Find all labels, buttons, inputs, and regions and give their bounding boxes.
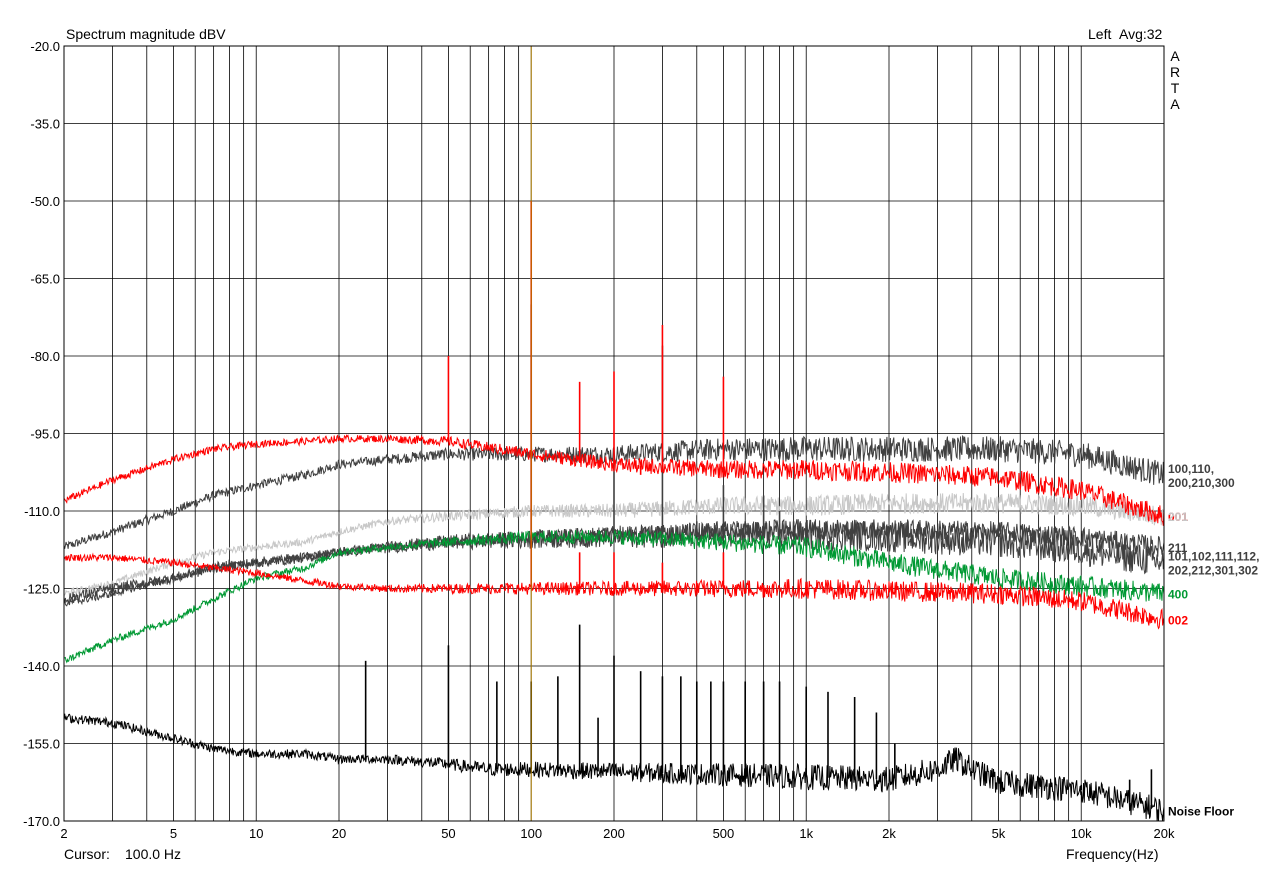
y-tick-label: -140.0 bbox=[23, 659, 60, 674]
x-tick-label: 2k bbox=[882, 826, 896, 841]
series-label: 002 bbox=[1168, 614, 1188, 628]
x-tick-label: 5k bbox=[992, 826, 1006, 841]
series-label: 201 bbox=[1168, 510, 1188, 524]
brand-letter-a2: A bbox=[1170, 96, 1180, 112]
series-line bbox=[63, 434, 1165, 526]
x-axis-ticks: 2 5 10 20 50 100 200 500 1k 2k 5k 10k 20k bbox=[60, 826, 1175, 841]
series-line bbox=[63, 529, 1165, 664]
cursor-value: 100.0 Hz bbox=[125, 846, 182, 862]
series-5 bbox=[63, 529, 1165, 664]
y-tick-label: -35.0 bbox=[30, 117, 60, 132]
x-tick-label: 10k bbox=[1071, 826, 1092, 841]
y-tick-label: -125.0 bbox=[23, 582, 60, 597]
y-tick-label: -50.0 bbox=[30, 194, 60, 209]
y-tick-label: -95.0 bbox=[30, 427, 60, 442]
x-tick-label: 50 bbox=[441, 826, 455, 841]
chart-title: Spectrum magnitude dBV bbox=[66, 26, 226, 42]
brand-letter-a1: A bbox=[1170, 48, 1180, 64]
series-label: 211 bbox=[1168, 541, 1188, 555]
channel-label: Left bbox=[1088, 26, 1112, 42]
brand-letter-t: T bbox=[1170, 80, 1180, 96]
average-label: Avg:32 bbox=[1119, 26, 1163, 42]
y-tick-label: -65.0 bbox=[30, 272, 60, 287]
x-tick-label: 10 bbox=[249, 826, 263, 841]
series-label: 001 bbox=[1168, 510, 1188, 524]
series-label: 400 bbox=[1168, 588, 1188, 602]
series-label: Noise Floor bbox=[1168, 805, 1234, 819]
series-layer bbox=[63, 46, 1165, 822]
x-tick-label: 100 bbox=[520, 826, 542, 841]
y-axis-ticks: -20.0 -35.0 -50.0 -65.0 -80.0 -95.0 -110.0 -125… bbox=[23, 39, 60, 829]
x-tick-label: 200 bbox=[603, 826, 625, 841]
series-label: 100,110, 200,210,300 bbox=[1168, 462, 1235, 490]
x-tick-label: 20k bbox=[1154, 826, 1175, 841]
x-tick-label: 500 bbox=[713, 826, 735, 841]
y-tick-label: -155.0 bbox=[23, 737, 60, 752]
cursor-label: Cursor: bbox=[64, 846, 110, 862]
series-line bbox=[63, 713, 1165, 822]
arta-brand: A R T A bbox=[1168, 48, 1182, 112]
series-label: 101,102,111,112, 202,212,301,302 bbox=[1168, 550, 1259, 578]
brand-letter-r: R bbox=[1169, 64, 1181, 80]
x-axis-title: Frequency(Hz) bbox=[1066, 846, 1159, 862]
y-tick-label: -20.0 bbox=[30, 39, 60, 54]
x-tick-label: 2 bbox=[60, 826, 67, 841]
x-tick-label: 20 bbox=[332, 826, 346, 841]
plot-frame bbox=[63, 45, 1165, 822]
y-tick-label: -80.0 bbox=[30, 349, 60, 364]
y-tick-label: -110.0 bbox=[24, 504, 60, 519]
y-tick-label: -170.0 bbox=[23, 814, 60, 829]
x-tick-label: 1k bbox=[799, 826, 813, 841]
x-tick-label: 5 bbox=[170, 826, 177, 841]
